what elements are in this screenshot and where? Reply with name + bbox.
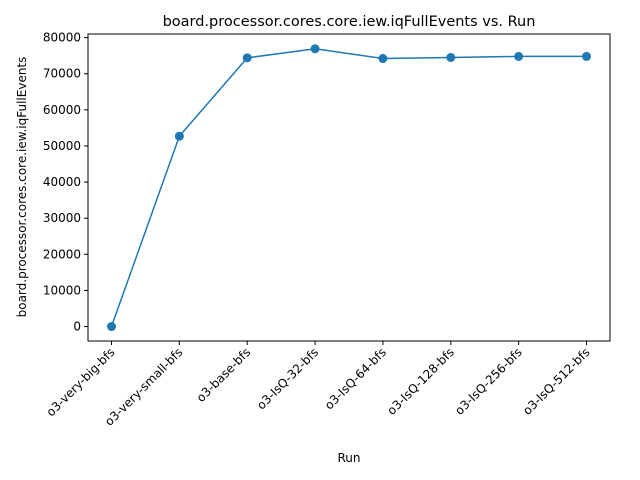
y-axis-ticks: 0 10000 20000 30000 40000 50000 60000 70000 8000…: [43, 31, 88, 334]
y-tick-label: 40000: [43, 175, 81, 189]
data-point: [514, 51, 524, 61]
y-axis-label: board.processor.cores.core.iew.iqFullEve…: [15, 57, 29, 318]
data-point: [378, 54, 388, 64]
data-point: [106, 322, 116, 332]
data-point: [174, 131, 184, 141]
data-point: [582, 51, 592, 61]
y-tick-label: 50000: [43, 139, 81, 153]
data-point: [310, 44, 320, 54]
y-tick-label: 0: [73, 320, 81, 334]
x-axis-label: Run: [337, 451, 360, 465]
chart-title: board.processor.cores.core.iew.iqFullEve…: [163, 14, 536, 30]
y-tick-label: 80000: [43, 31, 81, 45]
data-point: [242, 53, 252, 63]
plot-area-frame: [87, 33, 611, 342]
series-line: [110, 48, 587, 327]
y-tick-label: 70000: [43, 67, 81, 81]
y-tick-label: 10000: [43, 283, 81, 297]
data-series: [106, 44, 592, 332]
y-tick-label: 60000: [43, 103, 81, 117]
y-tick-label: 20000: [43, 247, 81, 261]
y-tick-label: 30000: [43, 211, 81, 225]
data-point: [446, 52, 456, 62]
